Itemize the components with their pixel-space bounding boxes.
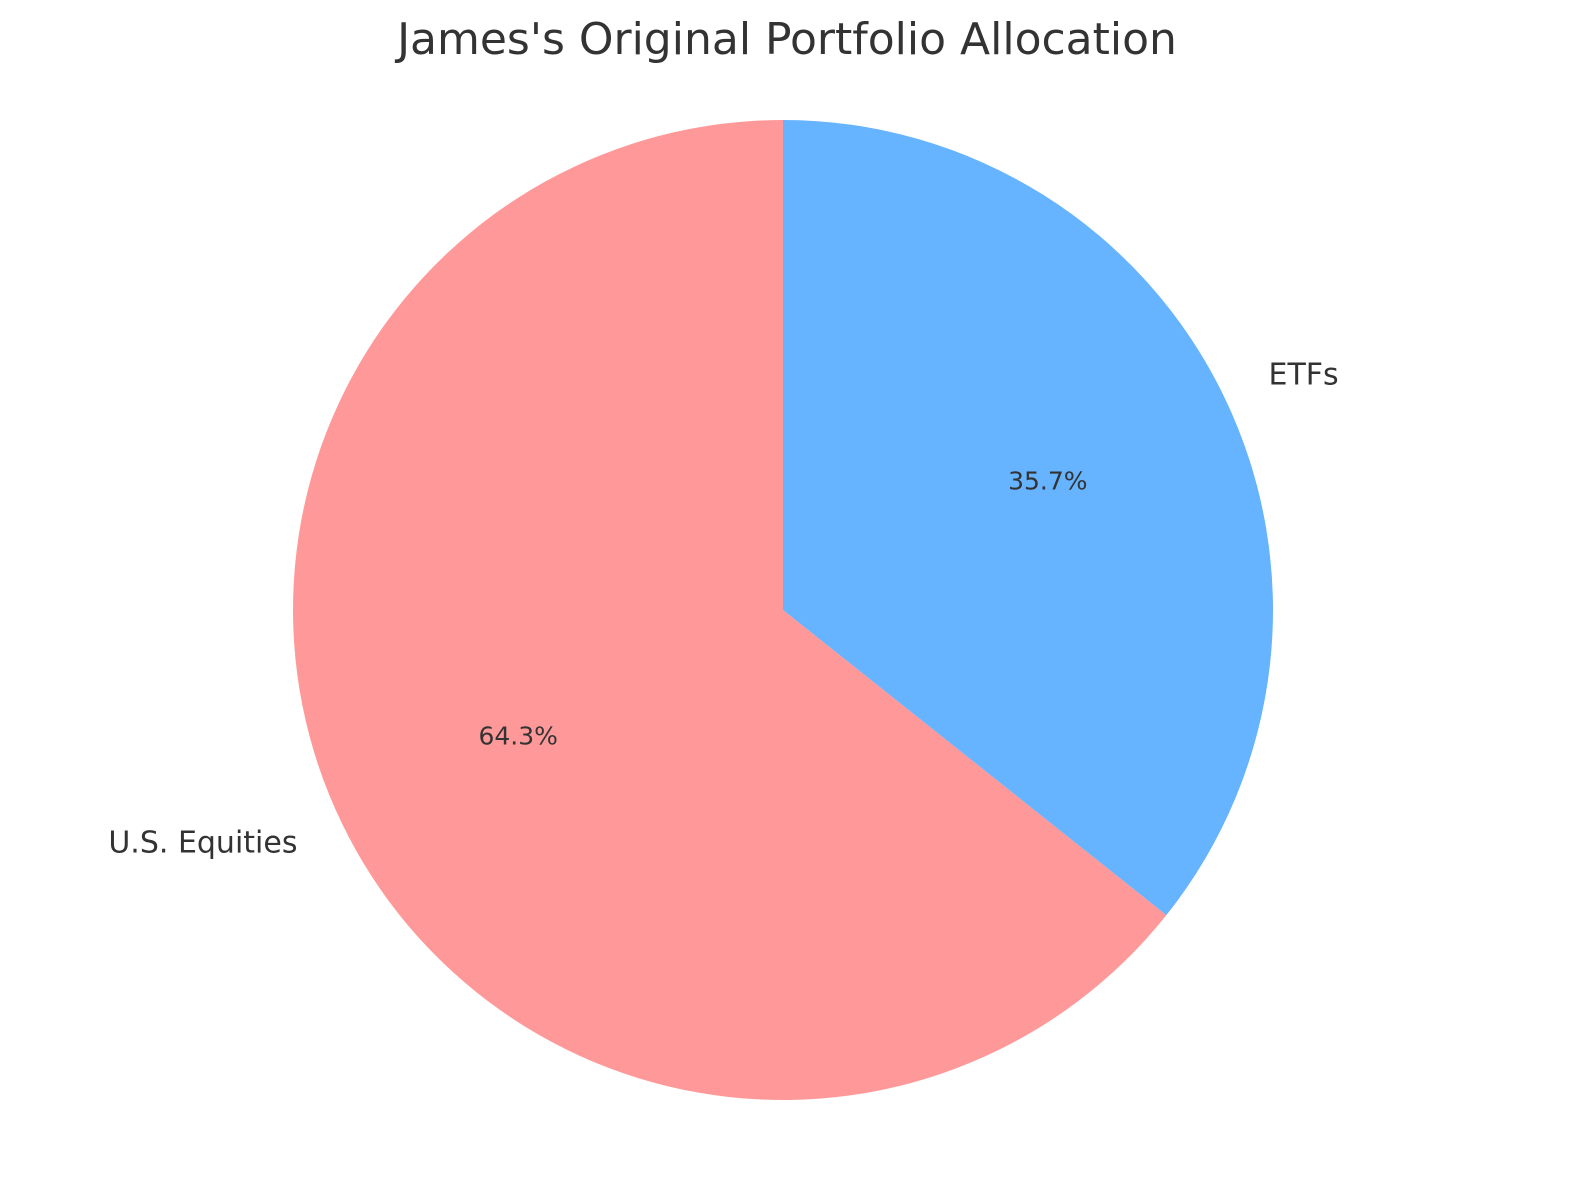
slice-label-etfs: ETFs <box>1269 357 1339 392</box>
slice-percent-etfs: 35.7% <box>1008 466 1087 495</box>
slice-label-u-s-equities: U.S. Equities <box>108 826 297 861</box>
pie-slice-u-s-equities <box>293 120 1167 1100</box>
pie-slices <box>293 120 1274 1100</box>
pie-labels: U.S. Equities 64.3% ETFs 35.7% <box>108 357 1338 860</box>
chart-title: James's Original Portfolio Allocation <box>397 14 1177 65</box>
slice-percent-u-s-equities: 64.3% <box>478 722 557 751</box>
pie-slice-etfs <box>783 120 1274 916</box>
